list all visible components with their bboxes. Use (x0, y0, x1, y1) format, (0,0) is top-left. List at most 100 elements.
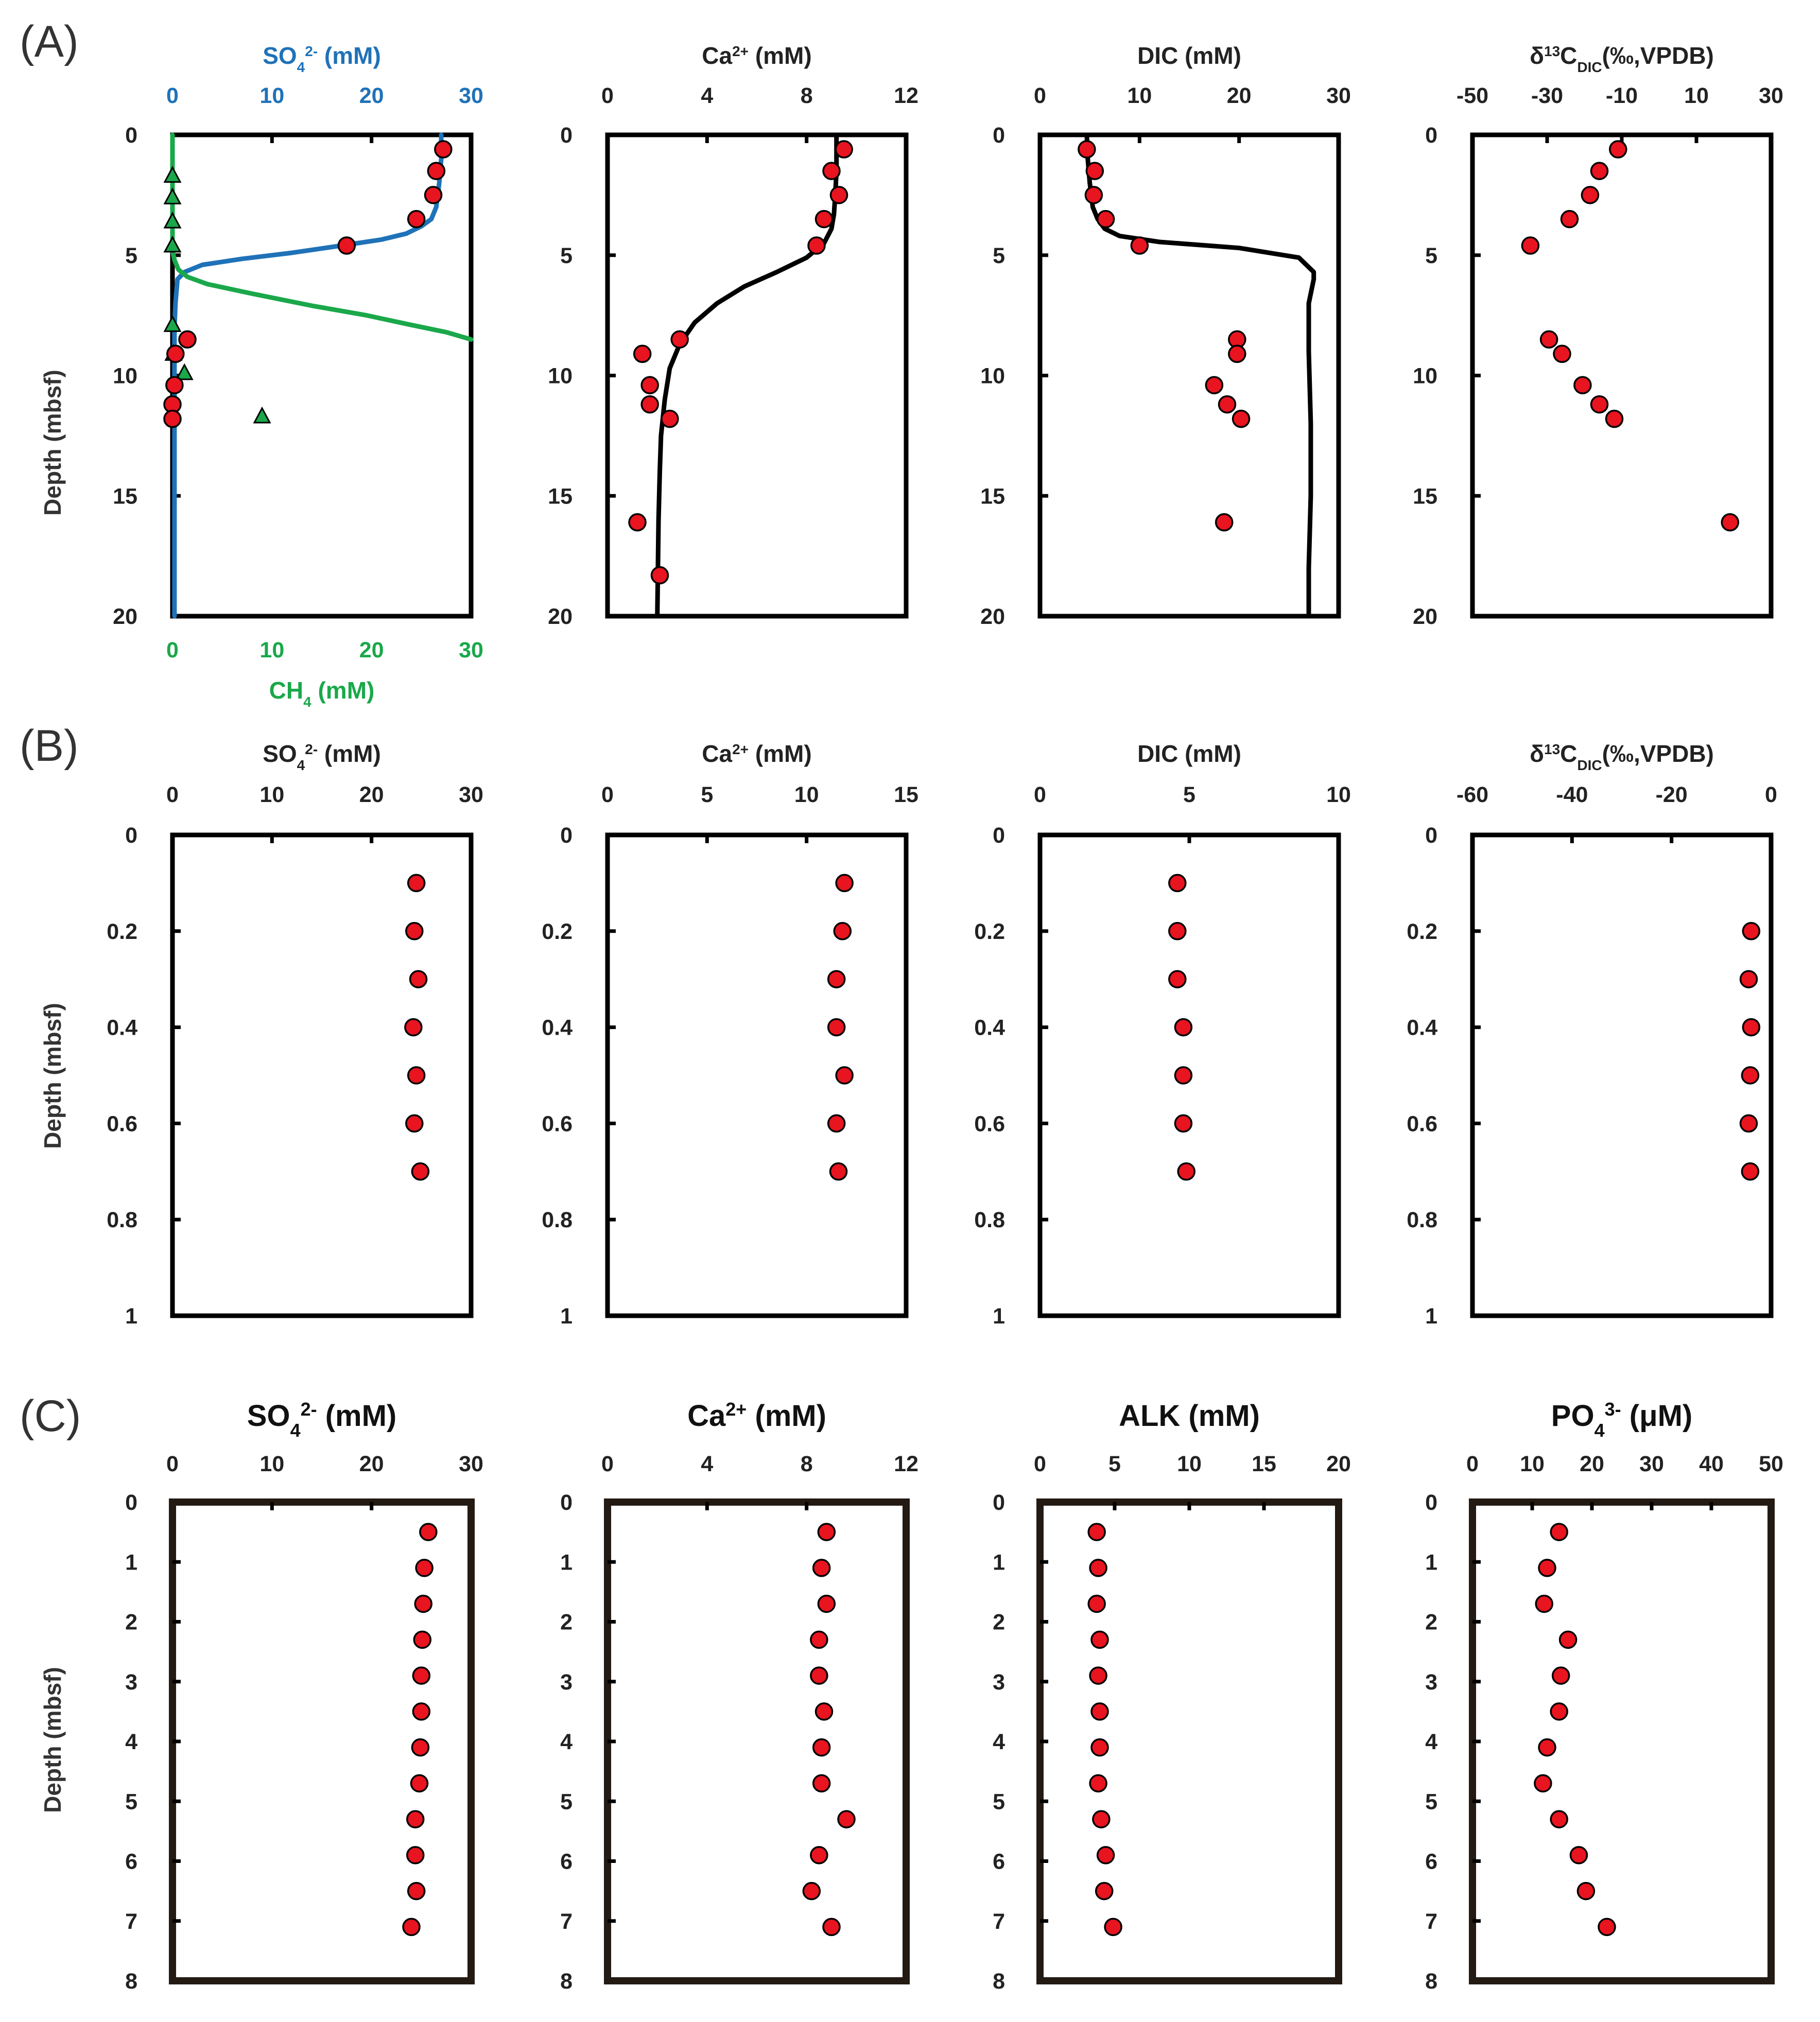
y-tick-label: 5 (993, 1789, 1005, 1814)
data-point (812, 1738, 831, 1757)
y-tick-label: 0.4 (974, 1016, 1005, 1040)
y-tick-label: 0.2 (1407, 919, 1437, 944)
data-point (1096, 210, 1115, 229)
data-point (1558, 1630, 1578, 1649)
y-tick-label: 3 (125, 1670, 137, 1695)
y-tick-label: 0 (560, 1490, 573, 1515)
plot-frame (1036, 1498, 1342, 1984)
x-tick-label: 20 (1326, 1452, 1351, 1476)
y-tick-label: 0 (560, 123, 573, 148)
x-tick-label: 8 (801, 1452, 813, 1476)
chart-panel-0-0: 0 10 20 30 0 5 10 15 20 SO42- (mM) 0 10 20 30 CH4 (mM) (113, 42, 483, 710)
axis-title: DIC (mM) (1137, 740, 1241, 767)
data-point (1598, 1918, 1616, 1937)
x-tick-label: -50 (1457, 83, 1488, 108)
data-point (337, 236, 356, 255)
data-point (412, 1702, 431, 1721)
x-tick-label: 0 (1765, 782, 1777, 807)
series-line-1 (170, 132, 474, 342)
data-point (1538, 1559, 1556, 1577)
y-tick-label: 15 (548, 484, 573, 509)
y-tick-label: 1 (1425, 1304, 1437, 1329)
data-point (405, 1114, 424, 1133)
data-point (1089, 1559, 1107, 1577)
y-tick-label: 0.6 (107, 1111, 137, 1136)
data-point (1130, 236, 1149, 255)
data-point (1205, 376, 1224, 394)
axis-title: δ13CDIC(‰,VPDB) (1530, 42, 1714, 75)
data-point (1174, 1066, 1193, 1085)
y-tick-label: 20 (980, 604, 1005, 629)
x-tick-label: 8 (801, 83, 813, 108)
y-tick-label: 4 (560, 1730, 573, 1754)
data-point (1539, 330, 1558, 349)
data-point (414, 1594, 432, 1613)
data-point (1168, 922, 1187, 940)
data-point (807, 236, 826, 255)
triangle-point (163, 212, 182, 229)
x-tick-label: 20 (359, 782, 384, 807)
data-point (1560, 210, 1579, 229)
y-tick-label: 0 (560, 823, 573, 848)
data-point (812, 1774, 831, 1793)
data-point (1605, 409, 1624, 428)
chart-panel-2-2: 0 5 10 15 20 0 1 2 3 4 5 6 7 8 ALK (mM) (993, 1399, 1351, 1994)
data-point (1569, 1846, 1588, 1864)
axis-title: Ca2+ (mM) (702, 740, 811, 767)
data-point (1573, 376, 1592, 394)
data-point (407, 874, 426, 893)
x-tick-label: 30 (1759, 83, 1783, 108)
x-tick-label: 10 (259, 83, 284, 108)
y-tick-label: 3 (993, 1670, 1005, 1695)
data-point (410, 1774, 429, 1793)
data-point (1232, 409, 1251, 428)
data-point (413, 1630, 432, 1649)
data-point (1534, 1774, 1552, 1793)
y-tick-label: 2 (125, 1610, 137, 1635)
y-tick-label: 0 (125, 123, 137, 148)
y-tick-label: 6 (125, 1850, 137, 1874)
data-point (1078, 140, 1096, 159)
y-tick-label: 0.8 (107, 1208, 137, 1232)
y-tick-label: 0.6 (1407, 1111, 1437, 1136)
y-axis-label-2: Depth (mbsf) (39, 1667, 66, 1813)
triangle-point (163, 166, 182, 183)
y-tick-label: 0.8 (542, 1208, 573, 1232)
x-tick-label: 0 (166, 782, 179, 807)
y-tick-label: 7 (1425, 1909, 1437, 1934)
axis-title: Ca2+ (mM) (687, 1399, 826, 1433)
chart-panel-2-3: 0 10 20 30 40 50 0 1 2 3 4 5 6 7 8 PO43- (μM) (1425, 1399, 1783, 1994)
data-point (822, 1918, 841, 1937)
data-point (1581, 186, 1600, 204)
axis-title-bottom: CH4 (mM) (269, 677, 375, 710)
y-tick-label: 0 (993, 123, 1005, 148)
plot-frame (605, 132, 909, 619)
y-tick-label: 0.2 (542, 919, 573, 944)
x-tick-label: 30 (1639, 1452, 1664, 1476)
x-tick-label: 0 (601, 782, 614, 807)
data-point (1550, 1810, 1568, 1828)
data-point (1090, 1702, 1109, 1721)
y-tick-label: 7 (560, 1909, 573, 1934)
y-tick-label: 0.8 (974, 1208, 1005, 1232)
y-tick-label: 5 (1425, 1789, 1437, 1814)
triangle-point (175, 363, 194, 380)
data-point (1590, 162, 1609, 180)
y-tick-label: 5 (993, 243, 1005, 268)
data-point (404, 1018, 423, 1037)
plot-frame (170, 132, 474, 619)
plot-frame (604, 1498, 910, 1984)
chart-panel-0-3: -50 -30 -10 10 30 0 5 10 15 20 δ13CDIC(‰,VPDB) (1413, 42, 1783, 629)
data-point (434, 140, 453, 159)
y-tick-label: 15 (980, 484, 1005, 509)
x-tick-label-bottom: 30 (459, 638, 483, 663)
data-point (1741, 1162, 1760, 1181)
axis-title: ALK (mM) (1119, 1399, 1260, 1433)
series-line-0 (172, 132, 444, 619)
data-point (1551, 1666, 1570, 1685)
y-tick-label: 15 (113, 484, 137, 509)
data-point (407, 1066, 426, 1085)
axis-title: δ13CDIC(‰,VPDB) (1530, 740, 1714, 773)
x-tick-label: -60 (1457, 782, 1488, 807)
axis-title: PO43- (μM) (1551, 1399, 1692, 1441)
